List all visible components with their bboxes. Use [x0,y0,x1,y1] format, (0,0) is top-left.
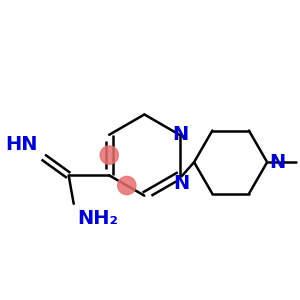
Text: N: N [172,125,189,144]
Circle shape [118,176,136,195]
Text: HN: HN [6,135,38,154]
Text: N: N [173,174,190,193]
Text: NH₂: NH₂ [77,209,118,228]
Circle shape [100,146,118,164]
Text: N: N [269,153,285,172]
